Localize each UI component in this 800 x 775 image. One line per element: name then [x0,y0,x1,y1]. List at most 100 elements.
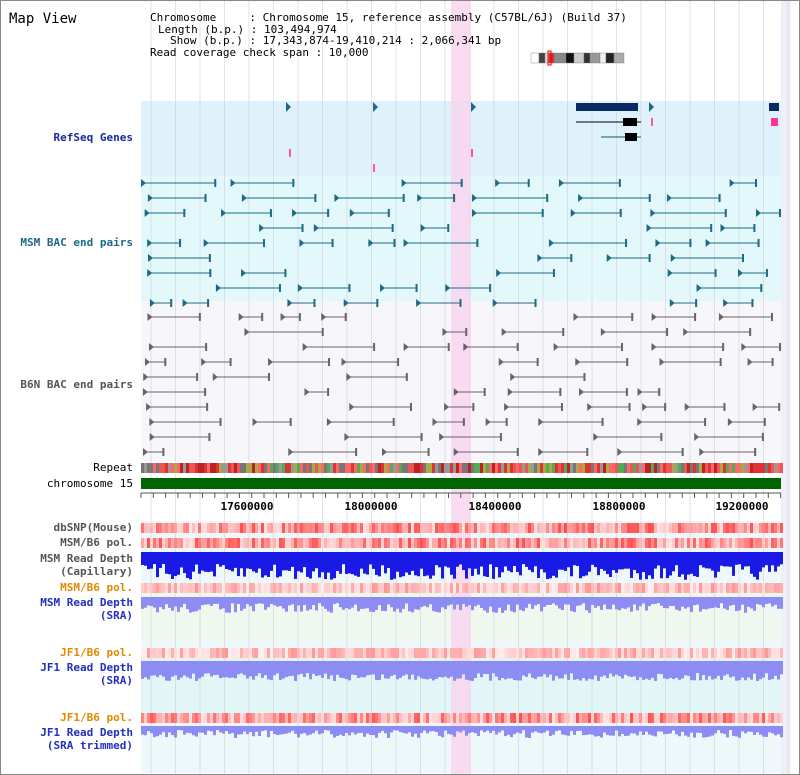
depth-bar [351,597,354,608]
depth-bar [468,597,471,606]
repeat-segment [645,463,648,473]
depth-bar [717,661,720,676]
heat-segment [648,538,651,548]
heat-segment [630,538,633,548]
track-label-chromosome[interactable]: chromosome 15 [46,477,133,490]
depth-bar [582,661,585,679]
heat-segment [147,523,150,533]
depth-bar [705,552,708,569]
depth-bar [282,661,285,679]
heat-segment [270,523,273,533]
depth-bar [477,597,480,605]
heat-segment [645,538,648,548]
depth-bar [402,552,405,577]
heat-segment [198,523,201,533]
track-label-b6n-bac[interactable]: B6N BAC end pairs [20,378,133,391]
heat-segment [618,648,621,658]
b6n-bac-pair-end [288,448,294,456]
heat-segment [753,648,756,658]
track-label-dbsnp[interactable]: dbSNP(Mouse) [53,521,133,534]
heat-segment [756,648,759,658]
b6n-bac-pair-end [344,313,347,321]
track-label-refseq-genes[interactable]: RefSeq Genes [53,131,133,144]
depth-bar [162,661,165,677]
heat-segment [348,538,351,548]
depth-bar [720,661,723,680]
track-label-msm-b6-pol[interactable]: MSM/B6 pol. [60,536,133,549]
b6n-bac-pair-end [498,358,504,366]
depth-bar [780,726,783,738]
b6n-bac-pair-end [501,328,507,336]
depth-bar [762,597,765,608]
heat-segment [372,583,375,593]
depth-bar [162,552,165,565]
depth-bar [165,661,168,681]
depth-bar [270,661,273,681]
heat-segment [360,583,363,593]
heat-segment [534,583,537,593]
depth-bar [267,661,270,680]
heat-segment [474,538,477,548]
heat-segment [678,523,681,533]
heat-segment [705,648,708,658]
heat-segment [159,523,162,533]
track-label-jf1-b6-pol-2[interactable]: JF1/B6 pol. [60,711,133,724]
depth-bar [777,726,780,735]
msm-bac-pair-end [495,179,501,187]
heat-segment [615,538,618,548]
repeat-segment [426,463,429,473]
track-label-repeat[interactable]: Repeat [93,461,133,474]
repeat-segment [549,463,552,473]
track-label-msm-b6-pol-2[interactable]: MSM/B6 pol. [60,581,133,594]
heat-segment [321,523,324,533]
heat-segment [762,523,765,533]
heat-segment [723,583,726,593]
b6n-bac-pair-end [144,358,150,366]
heat-segment [567,523,570,533]
heat-segment [753,713,756,723]
msm-bac-pair-end [208,254,211,262]
track-label-jf1-b6-pol[interactable]: JF1/B6 pol. [60,646,133,659]
track-label-msm-depth-sra[interactable]: MSM Read Depth [40,596,133,609]
repeat-segment [222,463,225,473]
heat-segment [468,648,471,658]
depth-bar [273,661,276,676]
heat-segment [354,648,357,658]
heat-segment [738,583,741,593]
heat-segment [369,713,372,723]
repeat-segment [240,463,243,473]
heat-segment [480,523,483,533]
heat-segment [720,713,723,723]
track-label-jf1-depth-trimmed[interactable]: JF1 Read Depth [40,726,133,739]
track-label-msm-bac[interactable]: MSM BAC end pairs [20,236,133,249]
depth-bar [495,552,498,568]
heat-segment [429,583,432,593]
heat-segment [711,713,714,723]
repeat-segment [429,463,432,473]
b6n-bac-pair-end [327,358,330,366]
depth-bar [591,552,594,565]
track-label-msm-depth-capillary[interactable]: MSM Read Depth [40,552,133,565]
heat-segment [387,713,390,723]
heat-segment [198,648,201,658]
depth-bar [297,661,300,675]
track-label-jf1-depth-sra[interactable]: JF1 Read Depth [40,661,133,674]
heat-segment [585,713,588,723]
msm-bac-pair-end [552,269,555,277]
heat-segment [237,538,240,548]
depth-bar [486,661,489,675]
depth-bar [258,726,261,737]
heat-segment [558,523,561,533]
depth-bar [420,552,423,569]
heat-segment [204,648,207,658]
depth-bar [558,597,561,609]
heat-segment [309,583,312,593]
heat-segment [363,648,366,658]
repeat-segment [504,463,507,473]
depth-bar [759,726,762,735]
repeat-segment [564,463,567,473]
depth-bar [582,597,585,604]
depth-bar [282,552,285,571]
heat-segment [438,713,441,723]
